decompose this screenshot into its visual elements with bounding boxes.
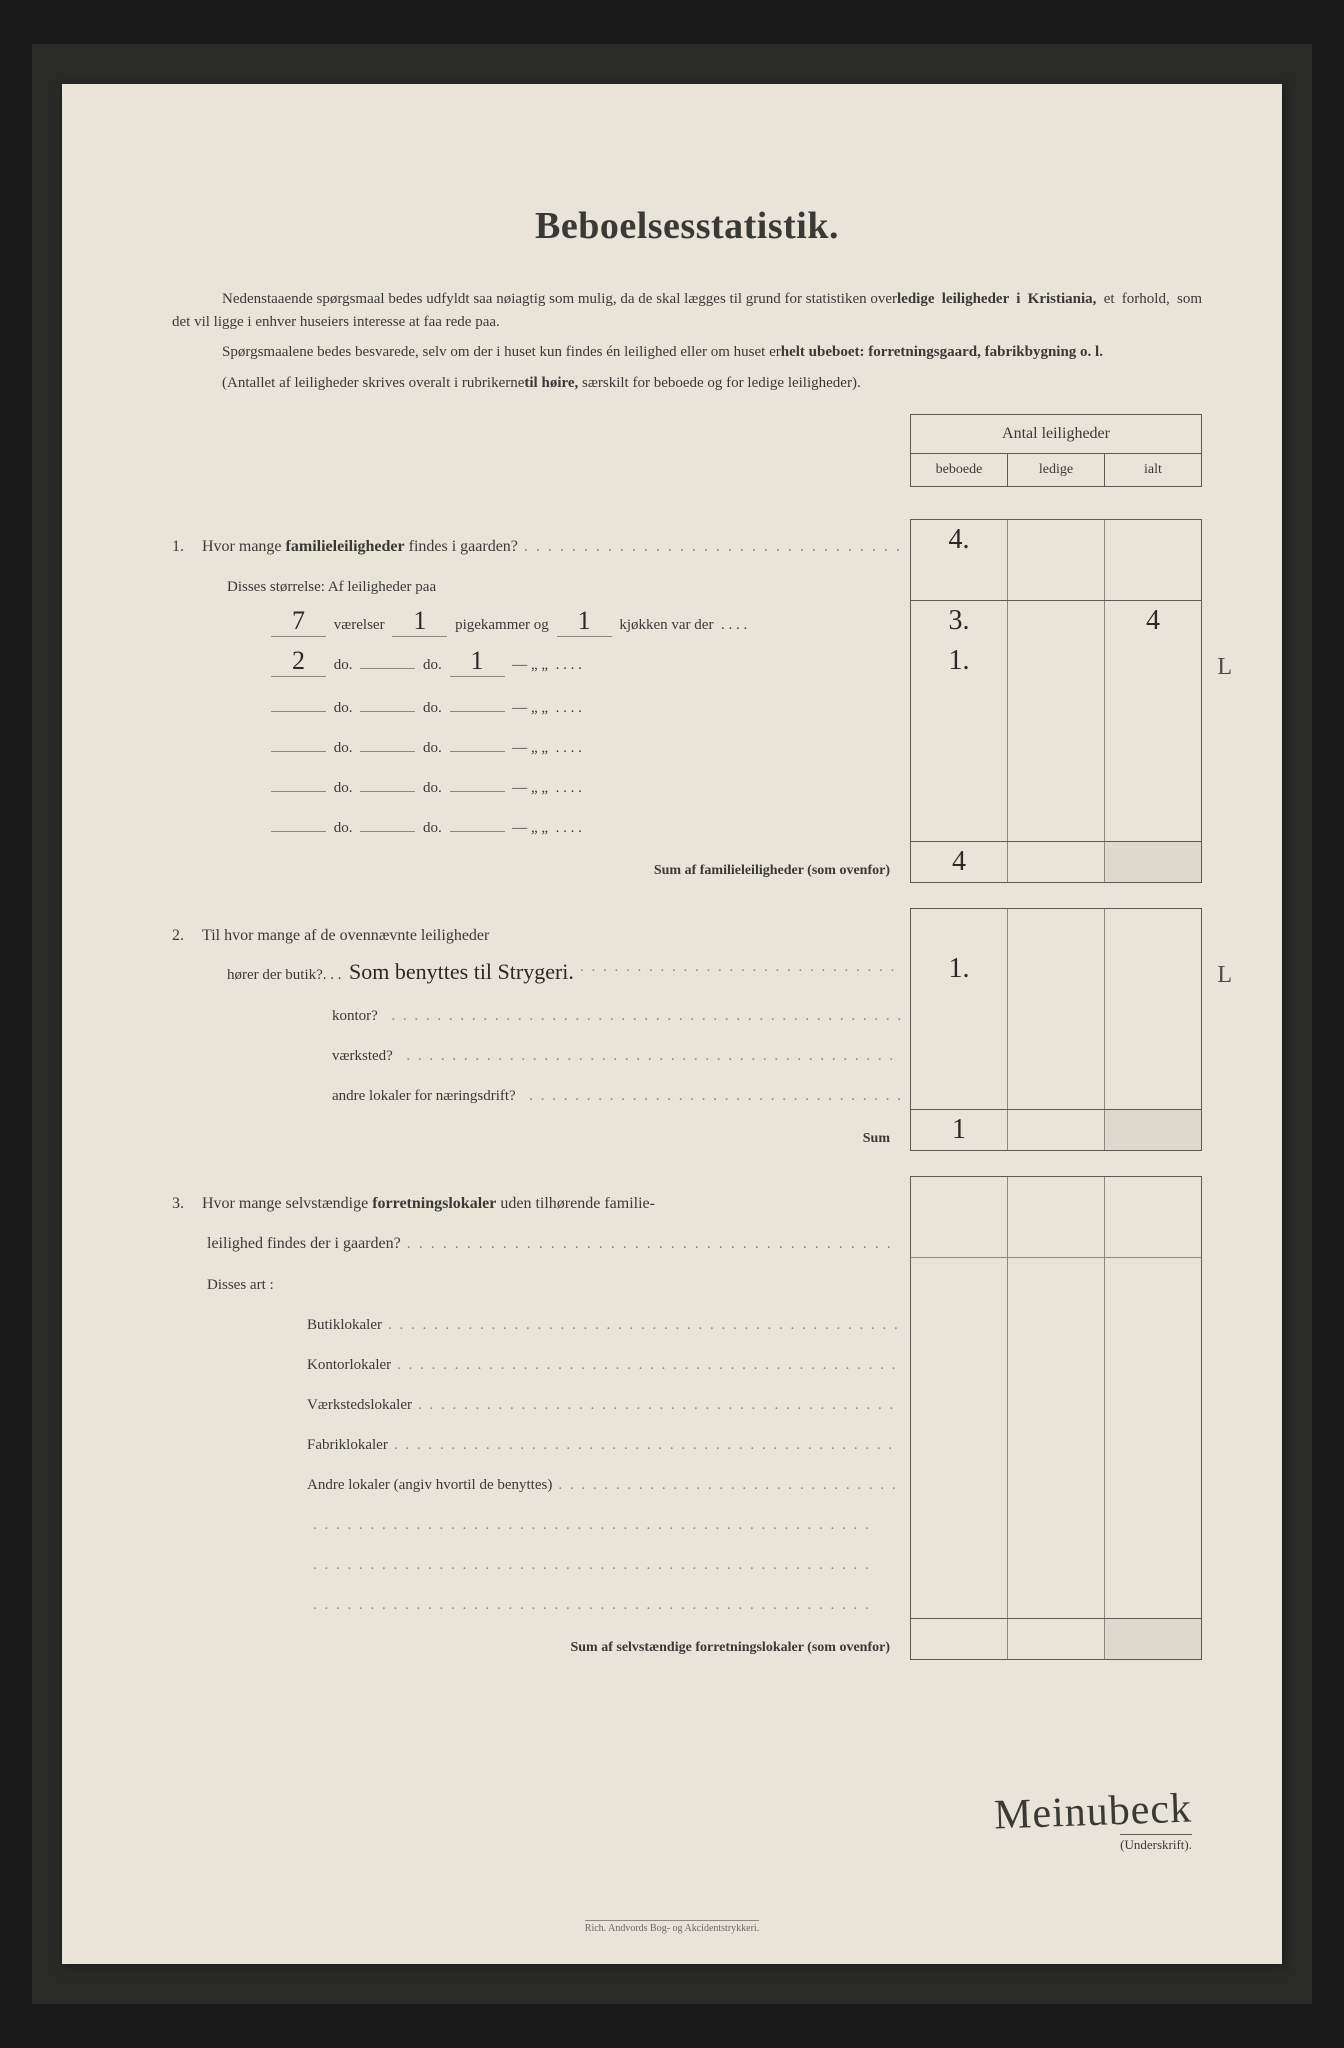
header-title: Antal leiligheder bbox=[911, 415, 1201, 454]
q3-row-a: 3.Hvor mange selvstændige forretningslok… bbox=[172, 1176, 1202, 1217]
q1-detail-row: do. do. — „ „ . . . . bbox=[172, 721, 1202, 761]
q2-detail-row: værksted? bbox=[172, 1029, 1202, 1069]
column-header: Antal leiligheder beboede ledige ialt bbox=[172, 414, 1202, 504]
q1-sub: Disses størrelse: Af leiligheder paa bbox=[172, 560, 1202, 600]
intro-para-2: Spørgsmaalene bedes besvarede, selv om d… bbox=[172, 341, 1202, 364]
q1-detail-row: do. do. — „ „ . . . . bbox=[172, 761, 1202, 801]
signature-label: (Underskrift). bbox=[1120, 1834, 1192, 1853]
q1-detail-row: do. do. — „ „ . . . . bbox=[172, 681, 1202, 721]
signature-block: Meinubeck (Underskrift). bbox=[994, 1788, 1192, 1854]
q3-blank-row bbox=[172, 1498, 1202, 1538]
q3-sum: Sum af selvstændige forretningslokaler (… bbox=[172, 1618, 1202, 1660]
q1-beboede: 4. bbox=[911, 520, 1008, 560]
q2-detail-row: kontor? bbox=[172, 989, 1202, 1029]
page-title: Beboelsesstatistik. bbox=[172, 204, 1202, 248]
q2-detail-row: hører der butik?. . . Som benyttes til S… bbox=[172, 949, 1202, 989]
q1-detail-row: 2 do. do. 1 — „ „ . . . .1.L bbox=[172, 641, 1202, 681]
q3-sub: Disses art : bbox=[172, 1257, 1202, 1298]
col-beboede: beboede bbox=[911, 454, 1008, 486]
q3-blank-row bbox=[172, 1578, 1202, 1618]
q3-detail-row: Fabriklokaler bbox=[172, 1418, 1202, 1458]
margin-annotation: L bbox=[1217, 962, 1232, 989]
printer-footer: Rich. Andvords Bog- og Akcidentstrykkeri… bbox=[62, 1923, 1282, 1934]
scan-background: Beboelsesstatistik. Nedenstaaende spørgs… bbox=[32, 44, 1312, 2004]
intro-para-1: Nedenstaaende spørgsmaal bedes udfyldt s… bbox=[172, 288, 1202, 333]
intro-para-3: (Antallet af leiligheder skrives overalt… bbox=[172, 372, 1202, 395]
q3-detail-row: Kontorlokaler bbox=[172, 1338, 1202, 1378]
q2-row: 2.Til hvor mange af de ovennævnte leilig… bbox=[172, 908, 1202, 949]
q3-detail-row: Andre lokaler (angiv hvortil de benyttes… bbox=[172, 1458, 1202, 1498]
q2-detail-row: andre lokaler for næringsdrift? bbox=[172, 1069, 1202, 1109]
q3-row-b: leilighed findes der i gaarden? bbox=[172, 1217, 1202, 1257]
col-ledige: ledige bbox=[1008, 454, 1105, 486]
q1-row: 1.Hvor mange familieleiligheder findes i… bbox=[172, 519, 1202, 560]
q1-detail-row: do. do. — „ „ . . . . bbox=[172, 801, 1202, 841]
q3-detail-row: Værkstedslokaler bbox=[172, 1378, 1202, 1418]
q3-detail-row: Butiklokaler bbox=[172, 1298, 1202, 1338]
q1-detail-row: 7 værelser 1 pigekammer og 1 kjøkken var… bbox=[172, 600, 1202, 641]
form-page: Beboelsesstatistik. Nedenstaaende spørgs… bbox=[62, 84, 1282, 1964]
q3-blank-row bbox=[172, 1538, 1202, 1578]
margin-annotation: L bbox=[1217, 654, 1232, 681]
q2-sum: Sum 1 bbox=[172, 1109, 1202, 1151]
signature: Meinubeck bbox=[993, 1785, 1193, 1840]
col-ialt: ialt bbox=[1105, 454, 1201, 486]
q1-sum: Sum af familieleiligheder (som ovenfor) … bbox=[172, 841, 1202, 883]
